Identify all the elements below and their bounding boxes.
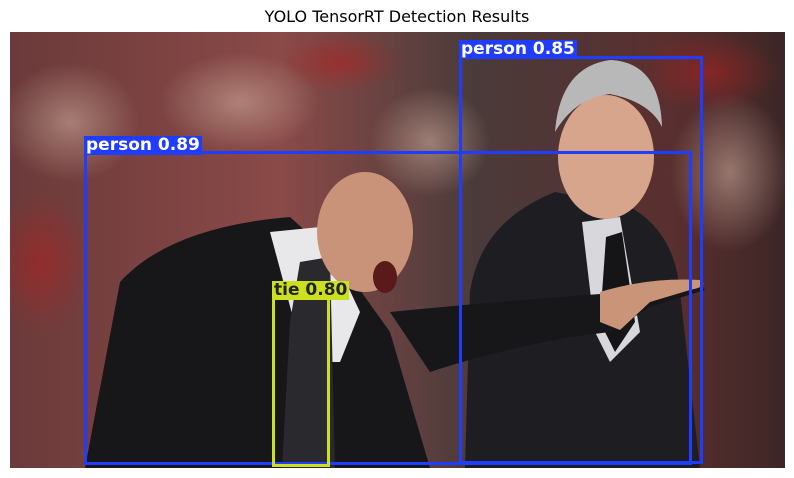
- detection-label-person-left: person 0.89: [84, 135, 202, 155]
- photo: [10, 32, 785, 468]
- detection-box-person-left: [84, 151, 692, 465]
- photo-scene: [10, 32, 785, 468]
- figure-title: YOLO TensorRT Detection Results: [264, 7, 530, 26]
- detection-label-person-right: person 0.85: [459, 39, 577, 59]
- man-right-head: [558, 95, 654, 219]
- detection-box-tie: [272, 297, 330, 467]
- detection-label-tie: tie 0.80: [272, 280, 350, 300]
